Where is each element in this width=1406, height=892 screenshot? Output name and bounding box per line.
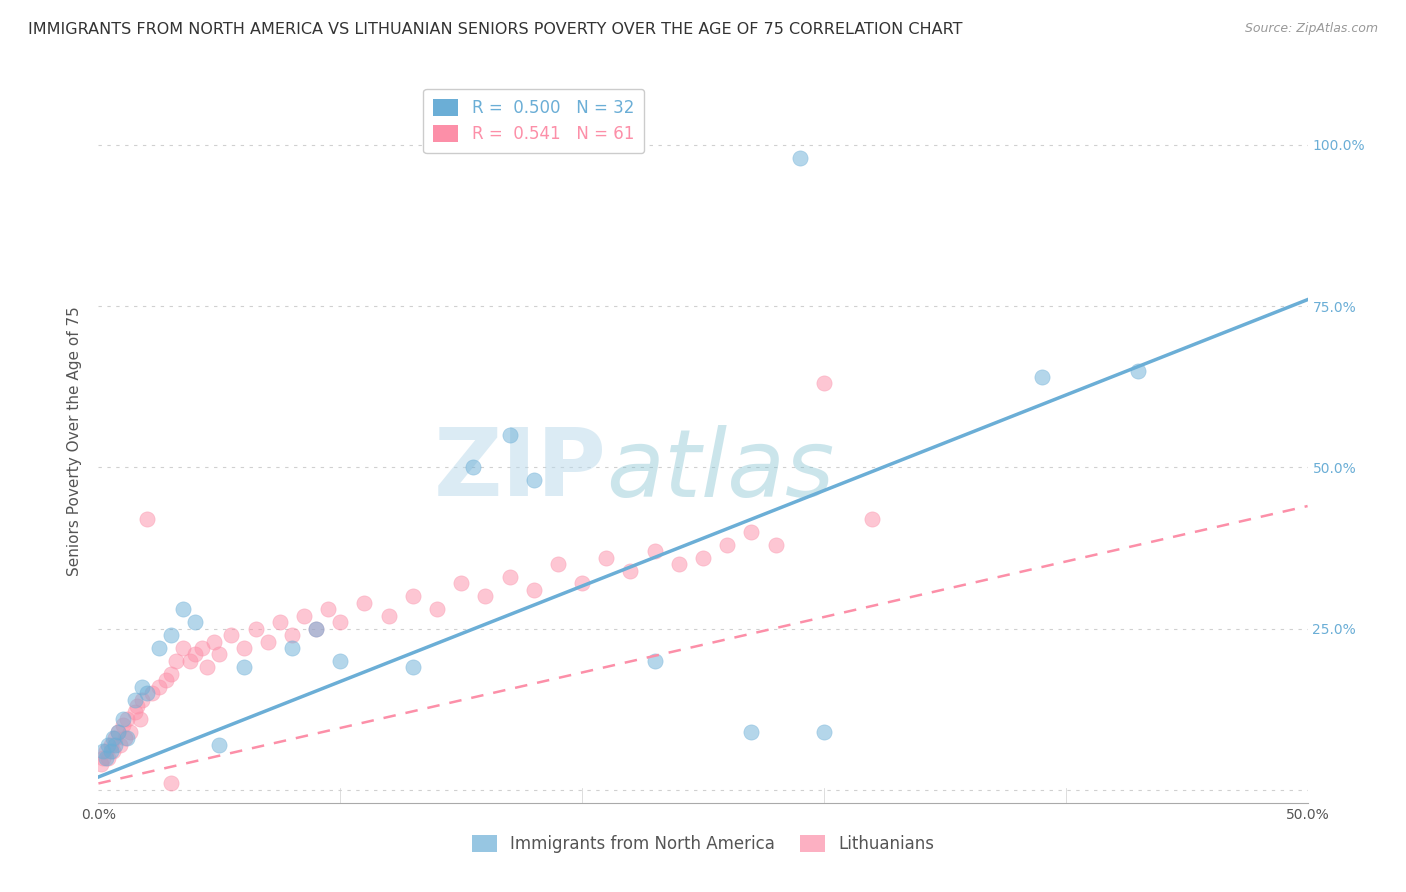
Point bbox=[111, 718, 134, 732]
Point bbox=[195, 660, 218, 674]
Point bbox=[172, 602, 194, 616]
Point bbox=[474, 590, 496, 604]
Point bbox=[1031, 370, 1053, 384]
Point bbox=[141, 686, 163, 700]
Point bbox=[813, 376, 835, 391]
Point bbox=[523, 473, 546, 487]
Point bbox=[165, 654, 187, 668]
Point bbox=[108, 738, 131, 752]
Point bbox=[94, 750, 117, 764]
Point bbox=[135, 686, 157, 700]
Point bbox=[463, 460, 485, 475]
Point bbox=[128, 712, 150, 726]
Point bbox=[184, 648, 207, 662]
Point bbox=[91, 744, 114, 758]
Point bbox=[104, 731, 127, 746]
Point bbox=[114, 731, 136, 746]
Text: atlas: atlas bbox=[606, 425, 835, 516]
Point bbox=[111, 712, 134, 726]
Point bbox=[107, 724, 129, 739]
Point bbox=[644, 654, 666, 668]
Point bbox=[160, 628, 183, 642]
Point bbox=[547, 557, 569, 571]
Point bbox=[740, 524, 762, 539]
Point bbox=[402, 660, 425, 674]
Point bbox=[179, 654, 201, 668]
Point bbox=[498, 428, 520, 442]
Point bbox=[232, 640, 254, 655]
Point bbox=[498, 570, 520, 584]
Text: Source: ZipAtlas.com: Source: ZipAtlas.com bbox=[1244, 22, 1378, 36]
Point bbox=[131, 680, 153, 694]
Point bbox=[90, 757, 112, 772]
Point bbox=[160, 666, 183, 681]
Point bbox=[377, 608, 399, 623]
Point bbox=[104, 738, 127, 752]
Point bbox=[91, 750, 114, 764]
Legend: Immigrants from North America, Lithuanians: Immigrants from North America, Lithuania… bbox=[465, 828, 941, 860]
Point bbox=[305, 622, 328, 636]
Point bbox=[160, 776, 183, 790]
Point bbox=[245, 622, 267, 636]
Point bbox=[208, 738, 231, 752]
Point bbox=[191, 640, 214, 655]
Point bbox=[740, 724, 762, 739]
Point bbox=[523, 137, 546, 152]
Point bbox=[692, 550, 714, 565]
Point bbox=[426, 602, 449, 616]
Point bbox=[329, 615, 352, 630]
Point bbox=[813, 724, 835, 739]
Point bbox=[1128, 363, 1150, 377]
Point bbox=[124, 706, 146, 720]
Point bbox=[204, 634, 226, 648]
Point bbox=[765, 538, 787, 552]
Point bbox=[117, 731, 139, 746]
Point bbox=[269, 615, 291, 630]
Point bbox=[107, 724, 129, 739]
Point bbox=[644, 544, 666, 558]
Point bbox=[292, 608, 315, 623]
Point bbox=[668, 557, 690, 571]
Point bbox=[97, 738, 120, 752]
Point bbox=[329, 654, 352, 668]
Point bbox=[716, 538, 738, 552]
Point bbox=[789, 151, 811, 165]
Point bbox=[208, 648, 231, 662]
Point bbox=[127, 699, 149, 714]
Point bbox=[101, 744, 124, 758]
Point bbox=[118, 724, 141, 739]
Point bbox=[100, 738, 122, 752]
Point bbox=[148, 680, 170, 694]
Text: ZIP: ZIP bbox=[433, 425, 606, 516]
Point bbox=[172, 640, 194, 655]
Point bbox=[281, 640, 304, 655]
Point bbox=[155, 673, 177, 688]
Point bbox=[131, 692, 153, 706]
Point bbox=[860, 512, 883, 526]
Point bbox=[124, 692, 146, 706]
Point bbox=[402, 590, 425, 604]
Point bbox=[97, 750, 120, 764]
Point bbox=[595, 550, 617, 565]
Point bbox=[100, 744, 122, 758]
Point bbox=[232, 660, 254, 674]
Point bbox=[101, 731, 124, 746]
Point bbox=[256, 634, 278, 648]
Point bbox=[221, 628, 243, 642]
Point bbox=[184, 615, 207, 630]
Point bbox=[117, 712, 139, 726]
Point bbox=[135, 512, 157, 526]
Point bbox=[571, 576, 593, 591]
Point bbox=[316, 602, 339, 616]
Point bbox=[148, 640, 170, 655]
Point bbox=[305, 622, 328, 636]
Point bbox=[94, 744, 117, 758]
Point bbox=[281, 628, 304, 642]
Point bbox=[619, 564, 641, 578]
Point bbox=[353, 596, 375, 610]
Text: IMMIGRANTS FROM NORTH AMERICA VS LITHUANIAN SENIORS POVERTY OVER THE AGE OF 75 C: IMMIGRANTS FROM NORTH AMERICA VS LITHUAN… bbox=[28, 22, 963, 37]
Y-axis label: Seniors Poverty Over the Age of 75: Seniors Poverty Over the Age of 75 bbox=[67, 307, 83, 576]
Point bbox=[523, 582, 546, 597]
Point bbox=[450, 576, 472, 591]
